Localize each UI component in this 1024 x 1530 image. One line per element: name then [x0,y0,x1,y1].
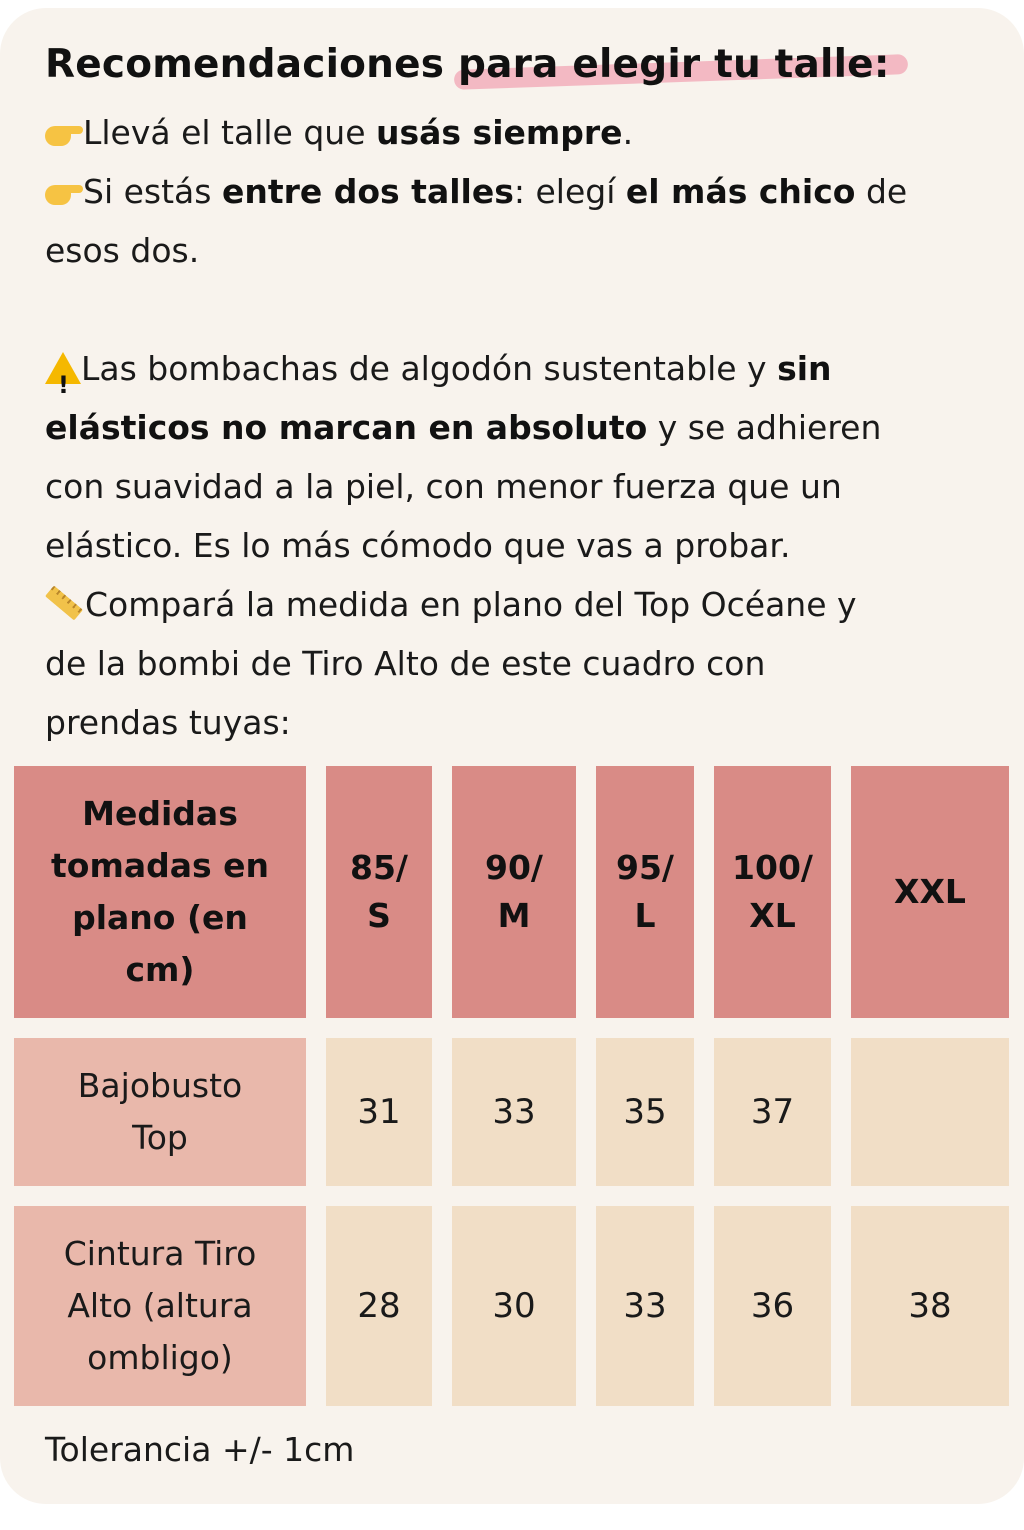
table-corner-header: Medidas tomadas en plano (en cm) [14,766,306,1018]
row-header-bajobusto: Bajobusto Top [14,1038,306,1186]
corner-line: Medidas [82,794,238,833]
tip2-end: de [855,172,908,211]
warning-line4: elástico. Es lo más cómodo que vas a pro… [45,526,791,565]
row-label-line: Bajobusto [77,1066,243,1105]
warning-line1: Las bombachas de algodón sustentable y [81,349,778,388]
tip2-text: Si estás [83,172,222,211]
backhand-index-pointing-right-icon [45,181,83,205]
tip1-text: Llevá el talle que [83,113,377,152]
size-number: 85/ [350,848,408,887]
size-number: 95/ [616,848,674,887]
size-letter: L [634,896,656,935]
table-cell: 36 [714,1206,831,1406]
size-letter: S [367,896,391,935]
title-text: Recomendaciones [45,42,458,87]
size-letter: M [497,896,531,935]
row-label-line: Cintura Tiro [63,1234,257,1273]
table-cell: 28 [326,1206,432,1406]
size-number: 100/ [732,848,813,887]
compare-line2: de la bombi de Tiro Alto de este cuadro … [45,644,766,683]
warning-bold2: elásticos no marcan en absoluto [45,408,648,447]
table-cell: 33 [596,1206,694,1406]
warning-line3: con suavidad a la piel, con menor fuerza… [45,467,842,506]
size-header-l: 95/L [596,766,694,1018]
size-header-xl: 100/XL [714,766,831,1018]
row-label-line: Top [132,1118,188,1157]
row-label-line: ombligo) [87,1338,233,1377]
warning-line2: y se adhieren [647,408,882,447]
warning-icon [45,352,81,415]
tip2-bold-smaller: el más chico [625,172,856,211]
tip-between-sizes: Si estás entre dos talles: elegí el más … [45,162,995,280]
tolerance-note: Tolerancia +/- 1cm [45,1430,355,1469]
compare-note: Compará la medida en plano del Top Océan… [44,575,995,752]
table-cell: 38 [851,1206,1009,1406]
tip-usual-size: Llevá el talle que usás siempre. [45,103,995,162]
compare-line1: Compará la medida en plano del Top Océan… [85,585,857,624]
straight-ruler-icon [44,585,84,621]
table-cell: 35 [596,1038,694,1186]
size-number: XXL [894,872,966,911]
row-header-cintura: Cintura Tiro Alto (altura ombligo) [14,1206,306,1406]
size-number: 90/ [485,848,543,887]
corner-line: plano (en [72,898,248,937]
warning-bold1: sin [777,349,832,388]
size-header-s: 85/S [326,766,432,1018]
table-cell: 37 [714,1038,831,1186]
tip1-bold: usás siempre [376,113,623,152]
tip2-bold-between: entre dos talles [221,172,514,211]
table-cell: 31 [326,1038,432,1186]
backhand-index-pointing-right-icon [45,122,83,146]
corner-line: cm) [125,950,195,989]
tip2-line2: esos dos. [45,231,200,270]
corner-line: tomadas en [51,846,269,885]
size-guide-card: Recomendaciones para elegir tu talle: Ll… [0,8,1024,1504]
compare-line3: prendas tuyas: [45,703,291,742]
title-highlight: para elegir tu talle: [457,42,890,87]
row-label-line: Alto (altura [67,1286,253,1325]
size-header-xxl: XXL [851,766,1009,1018]
page-title: Recomendaciones para elegir tu talle: [45,42,890,87]
tip2-mid: : elegí [513,172,626,211]
table-cell [851,1038,1009,1186]
tip1-end: . [622,113,634,152]
size-header-m: 90/M [452,766,576,1018]
table-cell: 30 [452,1206,576,1406]
warning-note: Las bombachas de algodón sustentable y s… [45,339,995,575]
size-letter: XL [749,896,796,935]
table-cell: 33 [452,1038,576,1186]
